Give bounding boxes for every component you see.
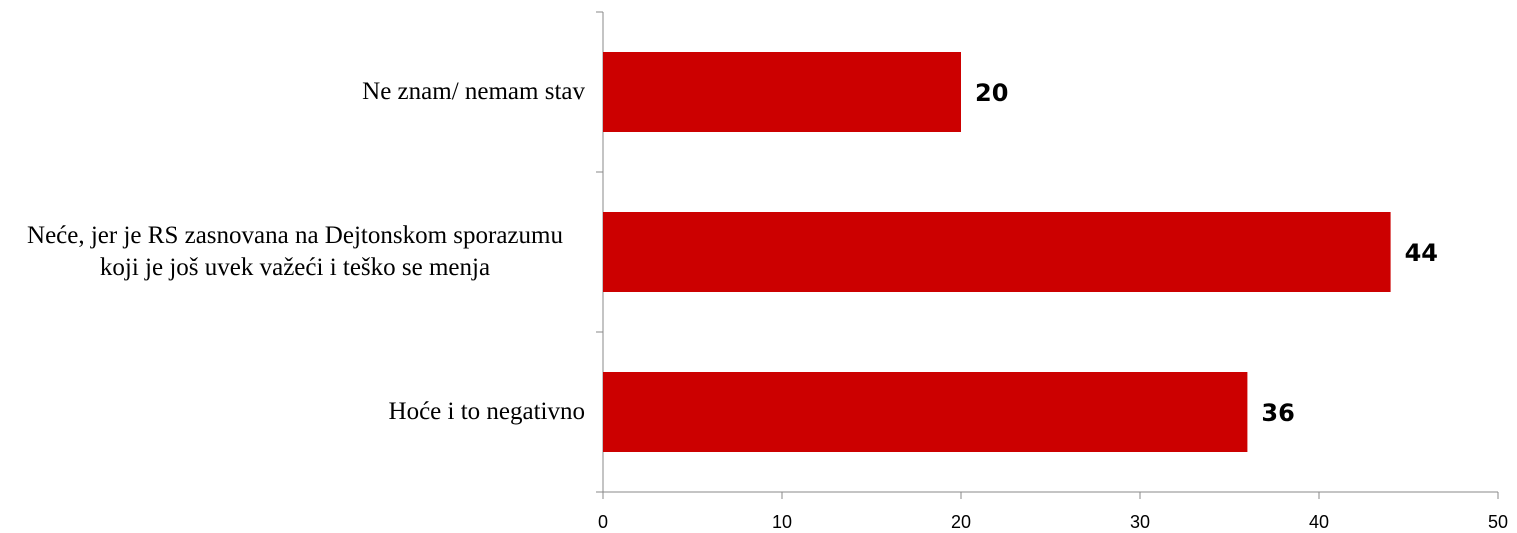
category-label: Ne znam/ nemam stav	[362, 78, 585, 105]
x-tick-label: 50	[1488, 512, 1508, 532]
bar	[603, 52, 961, 132]
x-tick-label: 20	[951, 512, 971, 532]
data-label: 44	[1405, 239, 1438, 267]
x-tick-label: 10	[772, 512, 792, 532]
x-tick-label: 40	[1309, 512, 1329, 532]
bar	[603, 212, 1391, 292]
x-tick-label: 0	[598, 512, 608, 532]
category-label: Hoće i to negativno	[388, 398, 585, 425]
category-label: Neće, jer je RS zasnovana na Dejtonskom …	[27, 222, 563, 281]
data-label: 20	[975, 79, 1008, 107]
x-tick-label: 30	[1130, 512, 1150, 532]
data-label: 36	[1261, 399, 1294, 427]
bar	[603, 372, 1248, 452]
